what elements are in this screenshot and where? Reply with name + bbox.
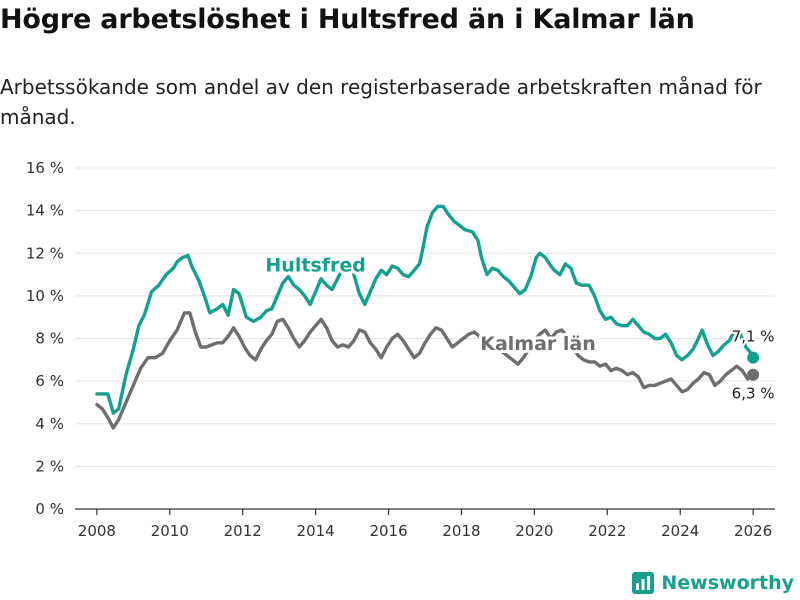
y-tick-label: 14 % — [26, 202, 64, 220]
x-tick-label: 2024 — [661, 522, 699, 540]
x-tick-label: 2016 — [369, 522, 407, 540]
x-tick-label: 2026 — [734, 522, 772, 540]
chart-title: Högre arbetslöshet i Hultsfred än i Kalm… — [0, 4, 695, 35]
x-tick-label: 2018 — [442, 522, 480, 540]
x-tick-label: 2010 — [151, 522, 189, 540]
end-label-kalmar: 6,3 % — [732, 385, 775, 403]
x-tick-label: 2012 — [224, 522, 262, 540]
x-tick-label: 2020 — [515, 522, 553, 540]
y-tick-label: 10 % — [26, 287, 64, 305]
end-label-hultsfred: 7,1 % — [732, 328, 775, 346]
y-tick-label: 4 % — [35, 415, 64, 433]
y-tick-label: 12 % — [26, 244, 64, 262]
x-tick-label: 2014 — [297, 522, 335, 540]
series-line-kalmar — [95, 311, 755, 430]
end-point-hultsfred — [747, 351, 760, 364]
bar-chart-icon — [632, 572, 655, 594]
x-tick-label: 2008 — [78, 522, 116, 540]
series-label-kalmar: Kalmar län — [480, 333, 596, 355]
newsworthy-logo: Newsworthy — [632, 572, 794, 594]
end-point-kalmar — [747, 368, 760, 381]
y-tick-label: 16 % — [26, 159, 64, 177]
y-tick-label: 0 % — [35, 500, 64, 518]
series-line-hultsfred — [95, 204, 755, 415]
x-tick-label: 2022 — [588, 522, 626, 540]
y-tick-label: 6 % — [35, 372, 64, 390]
chart-subtitle: Arbetssökande som andel av den registerb… — [0, 75, 762, 129]
series-label-hultsfred: Hultsfred — [265, 254, 365, 276]
brand-name: Newsworthy — [661, 572, 794, 594]
y-tick-label: 8 % — [35, 330, 64, 348]
y-tick-label: 2 % — [35, 457, 64, 475]
